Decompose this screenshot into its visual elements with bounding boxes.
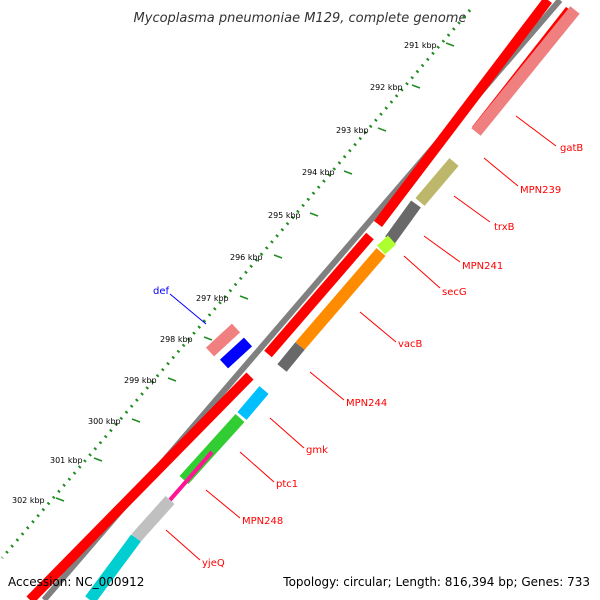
leader-MPN248 xyxy=(205,489,241,519)
tick-labels: 291 kbp 292 kbp 293 kbp 294 kbp 295 kbp … xyxy=(12,41,437,505)
leader-yjeQ xyxy=(165,529,201,561)
tick-mark xyxy=(411,84,421,89)
gene-features xyxy=(85,6,580,600)
leader-MPN244 xyxy=(309,371,345,401)
leader-gatB xyxy=(515,115,557,147)
leader-vacB xyxy=(359,311,397,343)
gene-gmk xyxy=(237,386,269,420)
gene-MPN248 xyxy=(168,450,214,502)
leader-secG xyxy=(403,255,441,289)
tick-mark xyxy=(273,254,283,259)
tick-mark xyxy=(239,295,249,300)
tick-label-292: 292 kbp xyxy=(370,83,403,92)
tick-mark xyxy=(167,377,177,382)
gene-label-gatB: gatB xyxy=(560,143,583,154)
tick-label-291: 291 kbp xyxy=(404,41,437,50)
tick-mark xyxy=(309,212,319,217)
tick-label-300: 300 kbp xyxy=(88,417,121,426)
genome-summary-text: Topology: circular; Length: 816,394 bp; … xyxy=(282,575,590,589)
tick-mark xyxy=(343,170,353,175)
tick-mark xyxy=(445,42,455,47)
leader-gmk xyxy=(269,417,305,449)
gene-label-def: def xyxy=(153,286,170,297)
cds-forward-1 xyxy=(374,0,552,228)
gene-label-MPN244: MPN244 xyxy=(346,398,387,409)
gene-label-MPN239: MPN239 xyxy=(520,185,561,196)
accession-text: Accession: NC_000912 xyxy=(8,575,144,589)
tick-ring xyxy=(0,9,472,559)
gene-secG xyxy=(376,235,397,255)
tick-mark xyxy=(131,418,141,423)
tick-mark xyxy=(93,457,103,462)
gene-def xyxy=(219,337,253,369)
gene-ptc1 xyxy=(179,413,245,485)
tick-label-299: 299 kbp xyxy=(124,376,157,385)
map-title: Mycoplasma pneumoniae M129, complete gen… xyxy=(134,11,467,26)
gene-label-gmk: gmk xyxy=(306,445,328,456)
tick-label-301: 301 kbp xyxy=(50,456,83,465)
tick-mark xyxy=(377,127,387,132)
gene-gatB xyxy=(471,6,580,136)
tick-label-294: 294 kbp xyxy=(302,168,335,177)
gene-label-MPN241: MPN241 xyxy=(462,261,503,272)
cds-forward-2 xyxy=(264,232,374,358)
cds-track-forward xyxy=(26,0,552,600)
tick-marks xyxy=(55,42,455,502)
tick-label-302: 302 kbp xyxy=(12,496,45,505)
tick-mark xyxy=(55,497,65,502)
gene-label-secG: secG xyxy=(442,287,467,298)
leader-ptc1 xyxy=(239,451,275,483)
leader-trxB xyxy=(453,195,491,223)
tick-label-295: 295 kbp xyxy=(268,211,301,220)
leader-MPN239 xyxy=(483,157,519,187)
tick-label-296: 296 kbp xyxy=(230,253,263,262)
leader-def xyxy=(169,293,207,325)
gene-label-yjeQ: yjeQ xyxy=(202,558,225,569)
gene-MPN241 xyxy=(385,200,421,244)
gene-trxB xyxy=(415,158,459,206)
tick-label-298: 298 kbp xyxy=(160,335,193,344)
gene-MPN244 xyxy=(277,342,305,372)
gene-vacB xyxy=(295,248,386,350)
gene-label-MPN248: MPN248 xyxy=(242,516,283,527)
tick-mark xyxy=(203,336,213,341)
gene-label-trxB: trxB xyxy=(494,222,515,233)
gene-labels: gatB MPN239 trxB MPN241 secG vacB MPN244… xyxy=(153,115,583,569)
gene-label-ptc1: ptc1 xyxy=(276,479,298,490)
tick-label-293: 293 kbp xyxy=(336,126,369,135)
gene-yjeQ xyxy=(131,495,175,543)
leader-MPN241 xyxy=(423,235,461,263)
tick-label-297: 297 kbp xyxy=(196,294,229,303)
gene-def-rna xyxy=(205,323,241,357)
cds-forward-3 xyxy=(26,372,254,600)
gene-label-vacB: vacB xyxy=(398,339,423,350)
gene-cyan xyxy=(85,534,141,600)
